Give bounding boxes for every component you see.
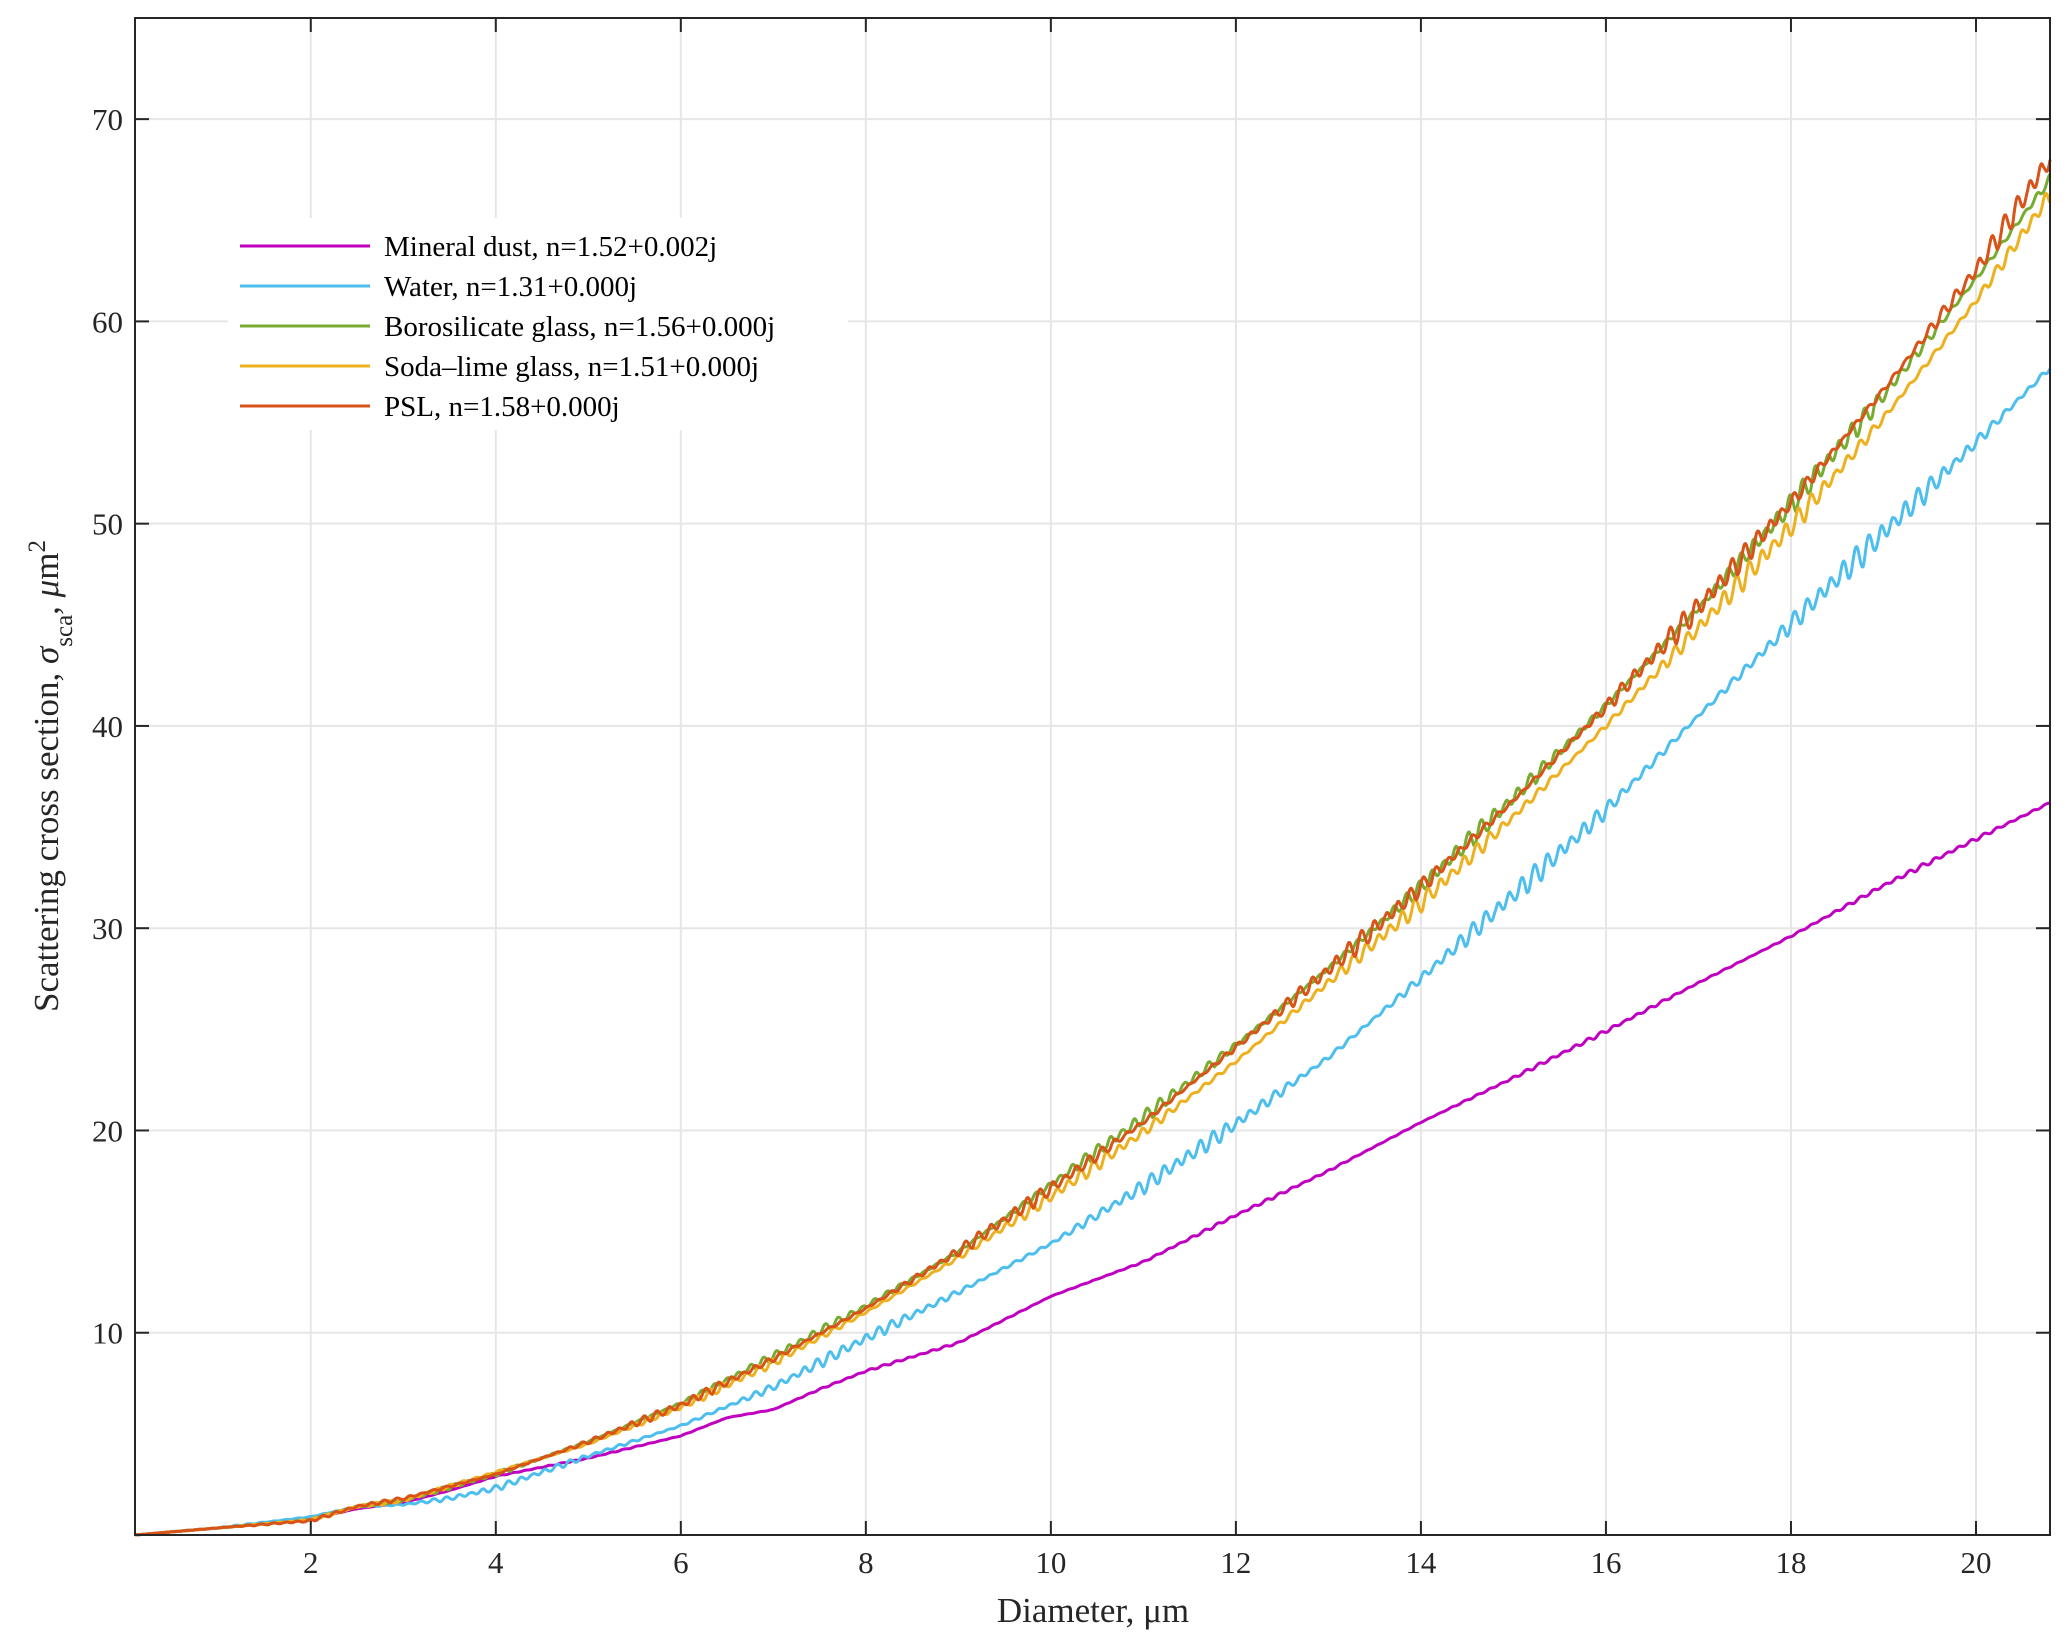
y-tick-label: 40	[92, 709, 123, 744]
y-tick-label: 10	[92, 1316, 123, 1351]
y-tick-label: 70	[92, 102, 123, 137]
series-line-0	[134, 801, 2051, 1537]
x-tick-label: 20	[1960, 1545, 1991, 1580]
y-tick-label: 60	[92, 304, 123, 339]
plot-area	[134, 159, 2052, 1537]
legend-box	[228, 218, 848, 430]
legend-entry: PSL, n=1.58+0.000j	[384, 391, 620, 423]
grid	[135, 18, 2050, 1535]
x-tick-label: 12	[1220, 1545, 1251, 1580]
series-line-4	[134, 159, 2052, 1537]
axes	[134, 17, 2051, 1536]
y-tick-label: 30	[92, 911, 123, 946]
x-tick-label: 16	[1590, 1545, 1621, 1580]
series-line-1	[134, 368, 2052, 1537]
x-tick-label: 4	[488, 1545, 504, 1580]
ticks: 2 4 6 8 10 12 14 16 18 20 10 20 30 40 50 60 70	[92, 18, 2050, 1580]
x-tick-label: 2	[303, 1545, 319, 1580]
legend-entry: Borosilicate glass, n=1.56+0.000j	[384, 311, 775, 343]
x-tick-label: 8	[858, 1545, 874, 1580]
y-axis-label: Scattering cross section, σsca, μm2	[24, 540, 78, 1012]
legend-entry: Water, n=1.31+0.000j	[384, 271, 637, 303]
x-tick-label: 14	[1405, 1545, 1437, 1580]
legend: Mineral dust, n=1.52+0.002j Water, n=1.31…	[228, 218, 848, 430]
plot-frame	[134, 17, 2051, 1536]
x-tick-label: 18	[1775, 1545, 1806, 1580]
y-tick-label: 20	[92, 1113, 123, 1148]
x-axis-label: Diameter, μm	[997, 1591, 1189, 1630]
legend-entry: Mineral dust, n=1.52+0.002j	[384, 231, 717, 263]
legend-entry: Soda–lime glass, n=1.51+0.000j	[384, 351, 759, 383]
y-tick-label: 50	[92, 507, 123, 542]
x-tick-label: 10	[1035, 1545, 1066, 1580]
x-tick-label: 6	[673, 1545, 689, 1580]
